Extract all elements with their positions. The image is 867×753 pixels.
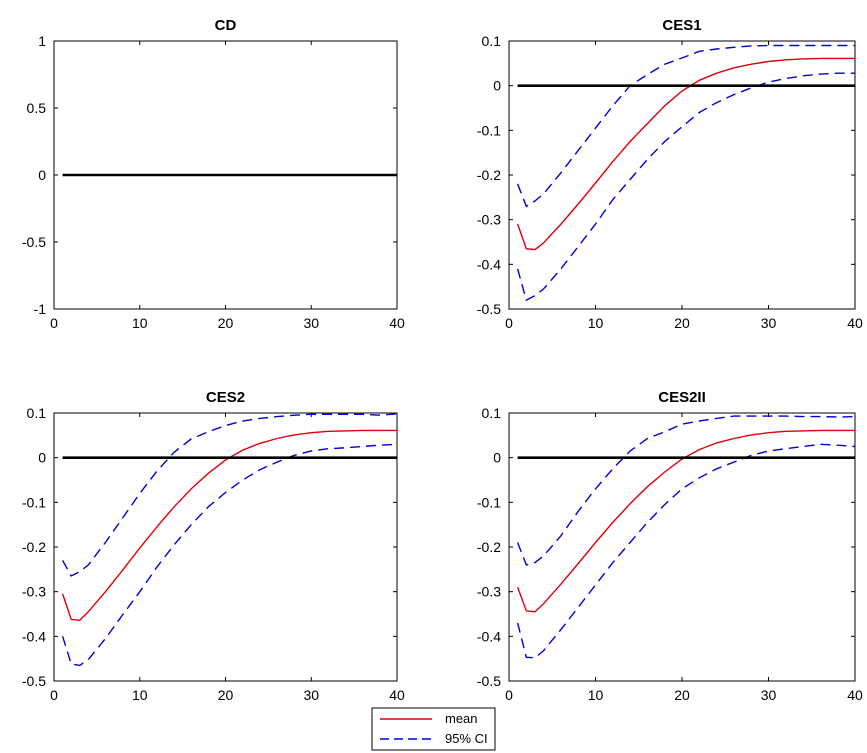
y-tick-label: 0: [38, 450, 46, 466]
y-tick-label: 0: [493, 450, 501, 466]
x-tick-label: 20: [218, 315, 234, 331]
series-line-mean-0: [516, 57, 855, 251]
x-tick-label: 40: [847, 315, 863, 331]
y-tick-label: -0.1: [22, 494, 46, 510]
y-tick-label: 1: [38, 33, 46, 49]
y-tick-label: -1: [34, 301, 47, 317]
panel-0: 0 10 20 30 40 -1 -0.5 0 0.5 1 CD: [22, 17, 405, 331]
legend-box: [371, 707, 496, 751]
legend-label-mean: mean: [445, 711, 478, 726]
series-line-ci-2: [61, 443, 398, 667]
series-line-ci-2: [516, 72, 855, 302]
y-tick-label: -0.3: [22, 584, 46, 600]
panel-title: CES2II: [658, 389, 706, 406]
x-tick-label: 0: [505, 687, 513, 703]
x-tick-label: 10: [588, 687, 604, 703]
y-tick-label: -0.5: [477, 301, 501, 317]
y-tick-label: -0.5: [22, 234, 46, 250]
series-line-ci-1: [516, 415, 856, 566]
y-tick-label: -0.2: [477, 167, 501, 183]
panel-3: 0 10 20 30 40 -0.5 -0.4 -0.3 -0.2 -0.1 0 0.1 CES2II: [477, 389, 863, 703]
y-tick-label: -0.3: [477, 584, 501, 600]
y-tick-label: -0.4: [22, 628, 46, 644]
panel-1: 0 10 20 30 40 -0.5 -0.4 -0.3 -0.2 -0.1 0 0.1 CES1: [477, 17, 863, 331]
series-line-mean-0: [516, 429, 855, 613]
x-tick-label: 40: [389, 315, 405, 331]
y-tick-label: 0: [493, 78, 501, 94]
x-tick-label: 0: [50, 315, 58, 331]
y-tick-label: -0.2: [22, 539, 46, 555]
x-tick-label: 0: [50, 687, 58, 703]
panel-title: CES2: [206, 389, 245, 406]
y-tick-label: -0.5: [477, 673, 501, 689]
x-tick-label: 10: [132, 687, 148, 703]
x-tick-label: 40: [847, 687, 863, 703]
axes-box: [53, 412, 398, 682]
y-tick-label: -0.3: [477, 212, 501, 228]
legend-label-ci: 95% CI: [445, 731, 488, 746]
y-tick-label: -0.5: [22, 673, 46, 689]
series-line-mean-0: [61, 429, 397, 622]
panel-2: 0 10 20 30 40 -0.5 -0.4 -0.3 -0.2 -0.1 0 0.1 CES2: [22, 389, 405, 703]
y-tick-label: 0.5: [27, 100, 47, 116]
x-tick-label: 20: [674, 315, 690, 331]
x-tick-label: 30: [761, 315, 777, 331]
y-tick-label: 0.1: [482, 405, 502, 421]
panel-title: CD: [215, 17, 237, 34]
axes-box: [508, 412, 856, 682]
x-tick-label: 10: [588, 315, 604, 331]
axes-box: [508, 40, 856, 310]
y-tick-label: 0.1: [482, 33, 502, 49]
series-line-ci-2: [516, 443, 856, 659]
panel-title: CES1: [662, 17, 701, 34]
x-tick-label: 20: [674, 687, 690, 703]
y-tick-label: -0.1: [477, 494, 501, 510]
y-tick-label: 0.1: [27, 405, 47, 421]
x-tick-label: 30: [761, 687, 777, 703]
y-tick-label: -0.4: [477, 256, 501, 272]
x-tick-label: 30: [303, 315, 319, 331]
x-tick-label: 40: [389, 687, 405, 703]
y-tick-label: -0.1: [477, 122, 501, 138]
legend: mean 95% CI: [371, 707, 496, 751]
x-tick-label: 20: [218, 687, 234, 703]
x-tick-label: 0: [505, 315, 513, 331]
series-line-ci-1: [516, 44, 855, 208]
y-tick-label: -0.4: [477, 628, 501, 644]
y-tick-label: -0.2: [477, 539, 501, 555]
y-tick-label: 0: [38, 167, 46, 183]
x-tick-label: 10: [132, 315, 148, 331]
x-tick-label: 30: [303, 687, 319, 703]
series-line-ci-1: [61, 413, 398, 577]
